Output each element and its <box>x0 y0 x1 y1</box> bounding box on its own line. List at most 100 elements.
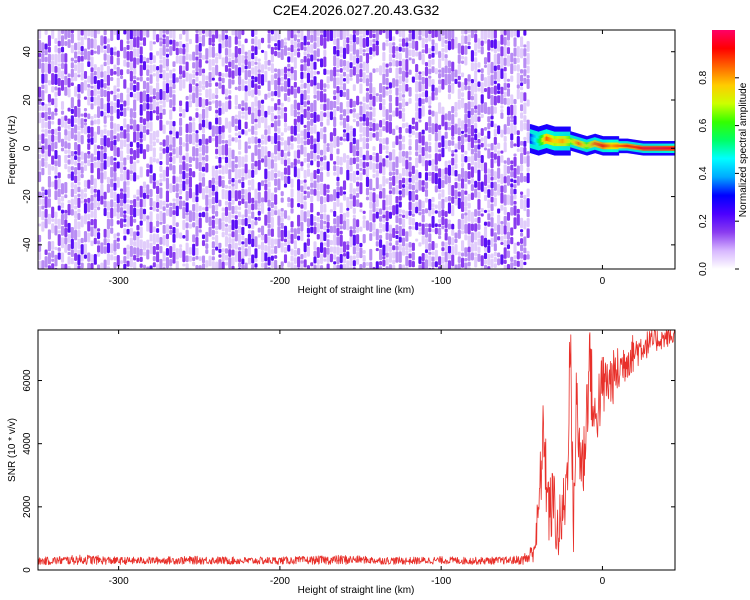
spectrogram-noise-cell <box>165 177 169 190</box>
spectrogram-noise-cell <box>113 261 117 269</box>
spectrogram-noise-cell <box>424 90 429 98</box>
spectrogram-noise-cell <box>323 30 327 38</box>
spectrogram-noise-cell <box>415 189 419 193</box>
spectrogram-noise-cell <box>408 49 412 57</box>
spectrogram-noise-cell <box>83 152 88 164</box>
spectrogram-noise-cell <box>241 258 245 265</box>
spectrogram-noise-cell <box>60 53 65 63</box>
spectrogram-noise-cell <box>405 128 409 134</box>
spectrogram-noise-cell <box>385 109 389 121</box>
spectrogram-noise-cell <box>300 79 304 84</box>
spectrogram-noise-cell <box>267 207 271 212</box>
spectrogram-noise-cell <box>382 166 386 176</box>
spectrogram-noise-cell <box>398 110 402 119</box>
spectrogram-noise-cell <box>172 89 176 94</box>
spectrogram-noise-cell <box>342 153 347 163</box>
spectrogram-noise-cell <box>182 207 186 219</box>
spectrogram-noise-cell <box>149 103 153 111</box>
spectrogram-noise-cell <box>38 160 42 171</box>
spectrogram-noise-cell <box>467 202 471 209</box>
spectrogram-noise-cell <box>323 247 327 258</box>
spectrogram-noise-cell <box>270 106 274 113</box>
spectrogram-noise-cell <box>221 165 225 175</box>
spectrogram-noise-cell <box>356 30 360 36</box>
spectrogram-noise-cell <box>310 62 314 70</box>
spectrogram-noise-cell <box>211 248 215 256</box>
spectrogram-noise-cell <box>405 78 409 83</box>
spectrogram-noise-cell <box>264 117 268 129</box>
spectrogram-noise-cell <box>500 241 504 245</box>
spectrogram-noise-cell <box>182 65 186 71</box>
spectrogram-noise-cell <box>93 39 97 50</box>
spectrogram-noise-cell <box>100 110 104 117</box>
spectrogram-noise-cell <box>260 134 265 140</box>
spectrogram-signal-cell <box>625 144 628 147</box>
spectrogram-noise-cell <box>260 241 265 251</box>
spectrogram-noise-cell <box>234 136 238 143</box>
spectrogram-noise-cell <box>339 136 343 141</box>
spectrogram-x-tick-label: -300 <box>109 276 129 287</box>
spectrogram-noise-cell <box>257 69 261 73</box>
spectrogram-noise-cell <box>447 73 451 85</box>
spectrogram-noise-cell <box>398 225 402 237</box>
spectrogram-noise-cell <box>388 114 392 122</box>
spectrogram-noise-cell <box>211 67 215 78</box>
spectrogram-noise-cell <box>287 78 291 88</box>
spectrogram-noise-cell <box>477 38 481 50</box>
spectrogram-noise-cell <box>103 30 107 36</box>
spectrogram-noise-cell <box>267 66 271 72</box>
spectrogram-noise-cell <box>238 67 242 76</box>
spectrogram-noise-cell <box>238 103 242 110</box>
spectrogram-noise-cell <box>297 190 301 203</box>
spectrogram-noise-cell <box>159 182 163 187</box>
spectrogram-noise-cell <box>438 177 442 190</box>
spectrogram-noise-cell <box>241 264 245 269</box>
spectrogram-noise-cell <box>215 191 219 204</box>
spectrogram-noise-cell <box>372 30 376 34</box>
spectrogram-noise-cell <box>241 235 245 241</box>
spectrogram-noise-cell <box>70 62 74 69</box>
spectrogram-noise-cell <box>97 232 101 240</box>
spectrogram-noise-cell <box>401 82 406 94</box>
spectrogram-noise-cell <box>431 203 435 208</box>
spectrogram-noise-cell <box>208 105 212 111</box>
spectrogram-noise-cell <box>195 112 199 118</box>
spectrogram-noise-cell <box>54 225 58 236</box>
spectrogram-noise-cell <box>221 212 225 222</box>
spectrogram-signal-cell <box>581 142 583 146</box>
spectrogram-noise-cell <box>156 115 160 121</box>
spectrogram-noise-cell <box>362 52 366 56</box>
spectrogram-noise-cell <box>116 99 120 108</box>
spectrogram-noise-cell <box>421 49 425 54</box>
spectrogram-noise-cell <box>224 88 229 96</box>
spectrogram-noise-cell <box>64 115 68 121</box>
spectrogram-noise-cell <box>474 180 478 188</box>
spectrogram-noise-cell <box>287 145 291 152</box>
spectrogram-noise-cell <box>224 261 229 266</box>
spectrogram-noise-cell <box>277 39 281 51</box>
spectrogram-noise-cell <box>123 235 127 241</box>
spectrogram-noise-cell <box>136 58 140 65</box>
spectrogram-noise-cell <box>418 71 422 75</box>
spectrogram-noise-cell <box>464 155 468 163</box>
spectrogram-noise-cell <box>493 95 497 106</box>
spectrogram-noise-cell <box>290 125 294 135</box>
spectrogram-noise-cell <box>179 55 183 65</box>
spectrogram-noise-cell <box>388 171 392 177</box>
spectrogram-noise-cell <box>251 197 255 204</box>
spectrogram-noise-cell <box>179 126 183 136</box>
spectrogram-noise-cell <box>467 45 471 50</box>
spectrogram-noise-cell <box>461 120 465 130</box>
spectrogram-noise-cell <box>349 77 353 81</box>
spectrogram-noise-cell <box>38 205 42 218</box>
spectrogram-noise-cell <box>228 237 232 244</box>
spectrogram-noise-cell <box>365 176 370 188</box>
spectrogram-noise-cell <box>510 52 514 63</box>
spectrogram-noise-cell <box>106 65 110 74</box>
spectrogram-noise-cell <box>44 103 48 112</box>
spectrogram-noise-cell <box>480 128 484 136</box>
spectrogram-noise-cell <box>251 136 255 144</box>
spectrogram-noise-cell <box>64 141 68 149</box>
spectrogram-noise-cell <box>172 148 176 155</box>
spectrogram-noise-cell <box>113 94 117 101</box>
